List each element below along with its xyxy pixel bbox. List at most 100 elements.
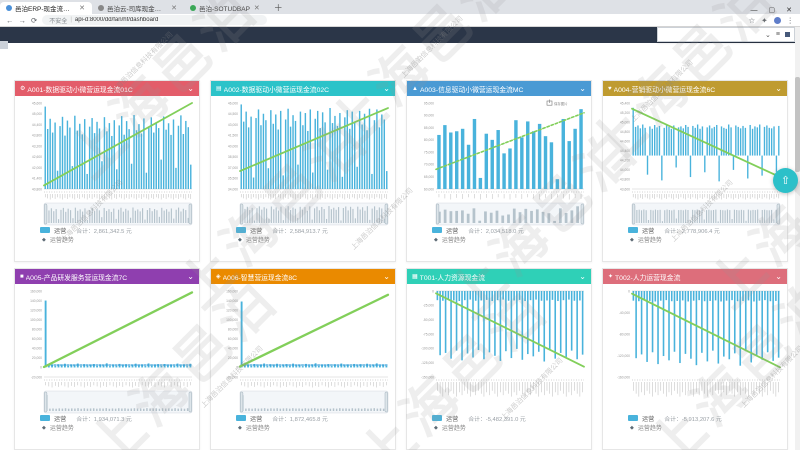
extensions-icon[interactable]: ✦ <box>761 15 768 25</box>
legend-trend-item[interactable]: ◆ 运营趋势 <box>236 235 392 245</box>
chart-canvas[interactable]: 45,600 45,000 44,400 43,800 43,200 42,600 42,0… <box>18 97 196 227</box>
window-minimize-button[interactable]: — <box>750 6 758 14</box>
chevron-down-icon[interactable]: ⌄ <box>383 84 390 93</box>
svg-text:43,800: 43,800 <box>32 134 42 138</box>
svg-text:-80,000: -80,000 <box>619 332 630 336</box>
panel-header[interactable]: ▲ A003-信息驱动小微营运现金流MC ⌄ <box>407 81 591 96</box>
chart-canvas[interactable]: 45,400 45,200 45,000 44,800 44,600 44,400 44,2… <box>606 97 784 227</box>
legend-trend-item[interactable]: ◆ 运营趋势 <box>236 423 392 433</box>
legend-series-item[interactable]: 运营 合计：2,584,913.7 元 <box>236 225 392 235</box>
panel-header[interactable]: ■ A005-产品研发服务营运现金流7C ⌄ <box>15 269 199 284</box>
browser-tab-2[interactable]: 邑泊云-司库现金管理 ✕ <box>92 2 184 14</box>
panel-header[interactable]: ▤ A002-数据驱动小微营运现金流02C ⌄ <box>211 81 395 96</box>
chevron-down-icon[interactable]: ⌄ <box>775 272 782 281</box>
browser-tab-1[interactable]: 邑泊ERP-现金流仪表盘 ✕ <box>0 2 92 14</box>
panel-header[interactable]: ✦ T002-人力运营现金流 ⌄ <box>603 269 787 284</box>
legend-trend-item[interactable]: ◆ 运营趋势 <box>432 235 588 245</box>
tab-close-icon[interactable]: ✕ <box>79 5 85 12</box>
legend-series-item[interactable]: 运营 合计：-5,913,207.6 元 <box>628 413 784 423</box>
chart-canvas[interactable]: 46,000 44,500 43,000 41,500 40,000 38,500 37,0… <box>214 97 392 227</box>
panel-type-icon: ▦ <box>412 274 418 280</box>
tab-close-icon[interactable]: ✕ <box>171 5 177 12</box>
scrollbar-thumb[interactable] <box>795 77 800 172</box>
forward-button[interactable]: → <box>18 15 27 25</box>
trend-label: 运营趋势 <box>49 238 74 244</box>
scrollbar-track[interactable] <box>795 27 800 450</box>
series-swatch <box>628 415 638 421</box>
chart-canvas[interactable]: 160,000 140,000 120,000 100,000 80,000 60,000… <box>18 285 196 415</box>
svg-text:42,600: 42,600 <box>32 155 42 159</box>
dropdown-menu-icon[interactable]: ≡ <box>775 31 780 38</box>
chevron-down-icon[interactable]: ⌄ <box>579 84 586 93</box>
legend-trend-item[interactable]: ◆ 运营趋势 <box>40 235 196 245</box>
browser-menu-icon[interactable]: ⋮ <box>786 15 795 25</box>
url-field[interactable]: 不安全 | api-d:8000/dd/fan/hf/dashboard <box>42 15 268 25</box>
panel-type-icon: ▲ <box>412 85 418 92</box>
series-swatch <box>432 415 442 421</box>
legend-trend-item[interactable]: ◆ 运营趋势 <box>432 423 588 433</box>
browser-profile-avatar[interactable] <box>773 16 781 24</box>
trend-legend-icon: ◆ <box>630 236 634 243</box>
tab-close-icon[interactable]: ✕ <box>253 5 260 12</box>
navbar-dropdown[interactable]: ⌄ ≡ <box>657 27 795 42</box>
panel-header[interactable]: ▦ T001-人力资源现金流 ⌄ <box>407 269 591 284</box>
series-swatch <box>40 227 50 233</box>
svg-text:43,600: 43,600 <box>620 187 630 191</box>
legend-trend-item[interactable]: ◆ 运营趋势 <box>628 423 784 433</box>
svg-text:37,000: 37,000 <box>228 166 238 170</box>
browser-tab-3[interactable]: 邑泊-SOTUDBAP ✕ <box>184 2 267 14</box>
panel-header[interactable]: ⚙ A001-数据驱动小微营运现金流01C ⌄ <box>15 81 199 96</box>
window-maximize-button[interactable]: ▢ <box>768 7 776 14</box>
svg-text:40,800: 40,800 <box>32 187 42 191</box>
svg-text:60,000: 60,000 <box>32 337 42 341</box>
chart-canvas[interactable]: 0 -25,000 -50,000 -75,000 -100,000 -125,000 -1… <box>410 285 588 415</box>
chart-canvas[interactable]: 95,000 90,000 85,000 80,000 75,000 70,000 65,0… <box>410 97 588 227</box>
chevron-down-icon[interactable]: ⌄ <box>579 272 586 281</box>
legend-series-item[interactable]: 运营 合计：-5,482,391.0 元 <box>432 413 588 423</box>
security-label[interactable]: 不安全 <box>49 18 68 25</box>
chevron-down-icon[interactable]: ⌄ <box>775 84 782 93</box>
svg-text:85,000: 85,000 <box>424 126 434 130</box>
svg-text:-150,000: -150,000 <box>421 375 434 379</box>
back-button[interactable]: ← <box>6 15 14 25</box>
panel-header[interactable]: ♥ A004-营销驱动小微营运现金流6C ⌄ <box>603 81 787 96</box>
new-tab-button[interactable]: ＋ <box>273 3 283 13</box>
panel-type-icon: ✦ <box>608 274 614 280</box>
reload-button[interactable]: ⟳ <box>31 15 38 25</box>
chart-canvas[interactable]: 0 -40,000 -80,000 -120,000 -160,000 <box>606 285 784 415</box>
trend-legend-icon: ◆ <box>434 236 438 243</box>
chevron-down-icon[interactable]: ⌄ <box>187 272 194 281</box>
trend-label: 运营趋势 <box>637 426 662 432</box>
svg-text:80,000: 80,000 <box>228 328 238 332</box>
floating-action-button[interactable]: ⇧ <box>773 168 798 193</box>
dropdown-caret-icon[interactable]: ⌄ <box>765 31 771 39</box>
chart-panel-3: ▲ A003-信息驱动小微营运现金流MC ⌄ 95,000 90,000 85,000 80… <box>406 80 592 262</box>
panel-body: 0 -25,000 -50,000 -75,000 -100,000 -125,000 -1… <box>407 284 591 432</box>
chevron-down-icon[interactable]: ⌄ <box>187 84 194 93</box>
sidebar-collapse-stub[interactable] <box>0 41 8 49</box>
legend-series-item[interactable]: 运营 合计：1,934,071.3 元 <box>40 413 196 423</box>
chart-legend: 运营 合计：-5,482,391.0 元 ◆ 运营趋势 <box>410 413 588 432</box>
chevron-down-icon[interactable]: ⌄ <box>383 272 390 281</box>
svg-text:-50,000: -50,000 <box>423 318 434 322</box>
chart-panel-2: ▤ A002-数据驱动小微营运现金流02C ⌄ 46,000 44,500 43,000 4… <box>210 80 396 262</box>
panel-body: 160,000 140,000 120,000 100,000 80,000 60,000… <box>15 284 199 432</box>
bookmark-star-icon[interactable]: ☆ <box>748 15 756 25</box>
panel-body: 46,000 44,500 43,000 41,500 40,000 38,500 37,0… <box>211 96 395 244</box>
legend-series-item[interactable]: 运营 合计：1,872,465.8 元 <box>236 413 392 423</box>
panel-header[interactable]: ◈ A006-智慧营运现金流8C ⌄ <box>211 269 395 284</box>
svg-text:140,000: 140,000 <box>226 299 238 303</box>
svg-text:45,400: 45,400 <box>620 101 630 105</box>
series-total: 合计：1,872,465.8 元 <box>272 416 328 423</box>
legend-series-item[interactable]: 运营 合计：2,034,518.0 元 <box>432 225 588 235</box>
svg-text:41,500: 41,500 <box>228 134 238 138</box>
dropdown-app-icon[interactable] <box>785 32 790 37</box>
legend-series-item[interactable]: 运营 合计：2,861,342.5 元 <box>40 225 196 235</box>
chart-legend: 运营 合计：2,584,913.7 元 ◆ 运营趋势 <box>214 225 392 244</box>
chart-canvas[interactable]: 160,000 140,000 120,000 100,000 80,000 60,000… <box>214 285 392 415</box>
legend-series-item[interactable]: 运营 合计：2,778,906.4 元 <box>628 225 784 235</box>
legend-trend-item[interactable]: ◆ 运营趋势 <box>40 423 196 433</box>
svg-text:41,400: 41,400 <box>32 177 42 181</box>
window-close-button[interactable]: ✕ <box>786 7 792 14</box>
legend-trend-item[interactable]: ◆ 运营趋势 <box>628 235 784 245</box>
